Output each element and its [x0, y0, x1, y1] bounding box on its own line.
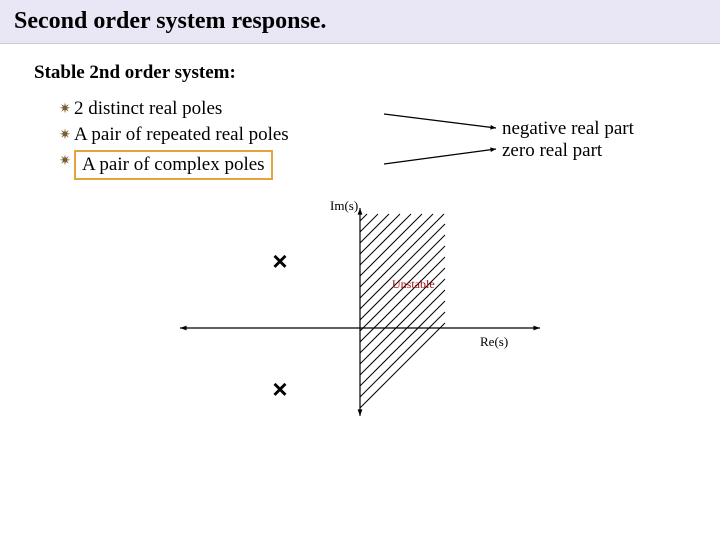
subheading-text: Stable 2nd order system:	[34, 62, 236, 83]
s-plane-svg: Im(s) Re(s) Unstable × ×	[160, 198, 560, 428]
bullet-star-icon: ✷	[56, 153, 74, 170]
im-axis-label: Im(s)	[330, 198, 358, 213]
s-plane-diagram: Im(s) Re(s) Unstable × ×	[160, 198, 560, 428]
re-axis-label: Re(s)	[480, 334, 508, 349]
bullet-star-icon: ✷	[56, 101, 74, 118]
bullet-text: A pair of repeated real poles	[74, 124, 289, 145]
annotation-text: zero real part	[502, 140, 634, 162]
unstable-region-label: Unstable	[392, 277, 435, 291]
annotation-block: negative real partzero real part	[502, 118, 634, 162]
pole-marker: ×	[272, 374, 287, 404]
bullet-text: 2 distinct real poles	[74, 98, 222, 119]
bullet-star-icon: ✷	[56, 127, 74, 144]
slide-title: Second order system response.	[0, 0, 720, 44]
annotation-text: negative real part	[502, 118, 634, 140]
subheading: Stable 2nd order system:	[34, 62, 686, 84]
bullet-text: A pair of complex poles	[74, 150, 273, 180]
pole-marker: ×	[272, 246, 287, 276]
slide-title-text: Second order system response.	[14, 8, 326, 34]
